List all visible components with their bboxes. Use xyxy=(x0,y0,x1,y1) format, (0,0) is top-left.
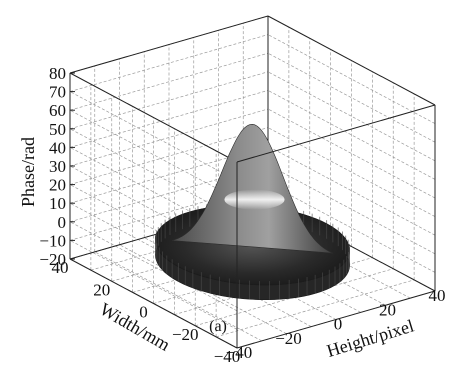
x-tick-label: 40 xyxy=(429,286,446,305)
grid-line xyxy=(267,108,436,199)
grid-line xyxy=(267,34,436,124)
grid-line xyxy=(69,91,238,181)
grid-line xyxy=(267,127,436,217)
grid-line xyxy=(267,52,436,143)
panel-label: (a) xyxy=(209,318,227,335)
grid-line xyxy=(267,183,436,273)
box-edge xyxy=(69,72,238,163)
z-tick-label: 40 xyxy=(49,138,66,157)
x-tick-label: 0 xyxy=(334,315,343,334)
z-tick-label: 0 xyxy=(58,213,67,232)
x-tick-label: 20 xyxy=(379,300,396,319)
y-axis xyxy=(69,258,238,349)
grid-line xyxy=(267,90,436,180)
y-tick-label: −20 xyxy=(172,325,199,344)
grid-line xyxy=(119,244,287,335)
box-edge xyxy=(69,15,269,74)
grid-line xyxy=(195,268,394,327)
grid-line xyxy=(69,221,238,312)
z-tick-label: 20 xyxy=(49,176,66,195)
y-tick-label: 40 xyxy=(52,258,69,277)
surface-peak xyxy=(171,123,334,254)
z-tick-label: 70 xyxy=(49,83,66,102)
grid-line xyxy=(216,279,415,338)
grid-line xyxy=(267,164,436,255)
grid-line xyxy=(69,52,269,111)
grid-line xyxy=(267,71,436,162)
box-edge xyxy=(236,104,436,163)
surface xyxy=(154,123,351,301)
z-tick-label: 30 xyxy=(49,157,66,176)
box-edge xyxy=(267,15,436,106)
x-tick-label: −20 xyxy=(275,329,302,348)
grid-line xyxy=(69,71,269,130)
y-tick-label: 20 xyxy=(93,280,110,299)
grid-line xyxy=(94,251,262,342)
z-tick-label: 60 xyxy=(49,101,66,120)
z-tick-label: −20 xyxy=(39,250,66,269)
y-tick-label: 0 xyxy=(139,303,148,322)
grid-line xyxy=(267,145,436,236)
front-edges xyxy=(69,104,436,349)
z-tick-label: 80 xyxy=(49,64,66,83)
x-tick-label: −40 xyxy=(226,343,253,362)
grid-line xyxy=(69,240,238,330)
y-axis-title: Width/mm xyxy=(97,299,174,355)
z-axis-title: Phase/rad xyxy=(18,137,38,207)
surface-highlight xyxy=(224,189,285,210)
tick-labels: 80706050403020100−10−2040200−20−40−40−20… xyxy=(39,64,445,366)
grid-line xyxy=(69,108,269,167)
y-tick-label: −40 xyxy=(214,347,241,366)
grid-line xyxy=(69,34,269,92)
grid-line xyxy=(69,109,238,200)
x-axis xyxy=(236,290,436,349)
grid-line xyxy=(69,90,269,148)
z-tick-label: −10 xyxy=(39,231,66,250)
z-tick-label: 50 xyxy=(49,120,66,139)
grid-line xyxy=(69,127,269,185)
z-tick-label: 10 xyxy=(49,194,66,213)
